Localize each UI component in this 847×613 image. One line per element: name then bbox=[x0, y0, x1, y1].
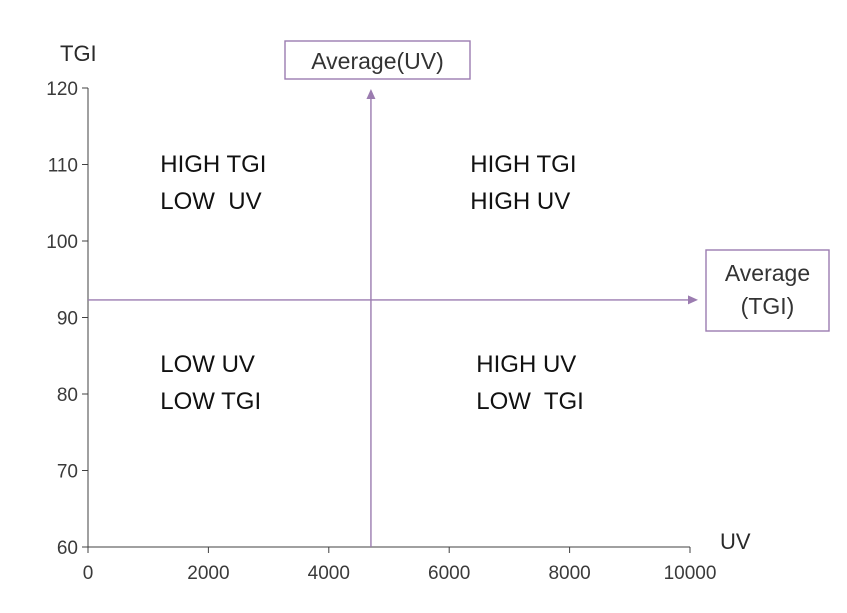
quadrant-label-bottom-left: LOW UV bbox=[160, 351, 255, 378]
quadrant-label-bottom-right: HIGH UV bbox=[476, 351, 576, 378]
quadrant-label-top-right: HIGH TGI bbox=[470, 151, 576, 178]
y-tick-label: 90 bbox=[57, 309, 78, 330]
x-tick-label: 0 bbox=[83, 563, 94, 584]
x-tick-label: 8000 bbox=[548, 563, 590, 584]
y-axis-title: TGI bbox=[60, 41, 97, 66]
y-tick-label: 70 bbox=[57, 462, 78, 483]
quadrant-labels: HIGH TGI LOW UV HIGH TGI HIGH UV LOW UV LOW T… bbox=[160, 151, 584, 415]
quadrant-label-bottom-left: LOW TGI bbox=[160, 388, 261, 415]
y-tick-label: 80 bbox=[57, 385, 78, 406]
y-tick-label: 120 bbox=[46, 79, 78, 100]
average-tgi-label: (TGI) bbox=[741, 293, 795, 319]
quadrant-label-bottom-right: LOW TGI bbox=[476, 388, 584, 415]
reference-lines: Average(UV) Average (TGI) bbox=[88, 40, 830, 547]
average-tgi-arrowhead bbox=[688, 295, 698, 305]
x-tick-label: 4000 bbox=[308, 563, 350, 584]
average-uv-label-box bbox=[284, 40, 471, 80]
y-tick-label: 60 bbox=[57, 538, 78, 559]
x-tick-label: 2000 bbox=[187, 563, 229, 584]
average-tgi-label: Average bbox=[725, 260, 810, 286]
quadrant-label-top-left: HIGH TGI bbox=[160, 151, 266, 178]
average-uv-label: Average(UV) bbox=[311, 48, 444, 74]
x-tick-label: 6000 bbox=[428, 563, 470, 584]
x-axis-title: UV bbox=[720, 529, 751, 554]
ticks: 60 70 80 90 100 110 120 0 2000 4000 6000 8000 10000 bbox=[46, 79, 716, 584]
quadrant-label-top-right: HIGH UV bbox=[470, 188, 570, 215]
average-uv-arrowhead bbox=[366, 89, 376, 99]
y-tick-label: 110 bbox=[48, 156, 78, 177]
average-tgi-label-box bbox=[705, 249, 830, 332]
quadrant-label-top-left: LOW UV bbox=[160, 188, 261, 215]
y-tick-label: 100 bbox=[46, 232, 78, 253]
x-tick-label: 10000 bbox=[664, 563, 717, 584]
